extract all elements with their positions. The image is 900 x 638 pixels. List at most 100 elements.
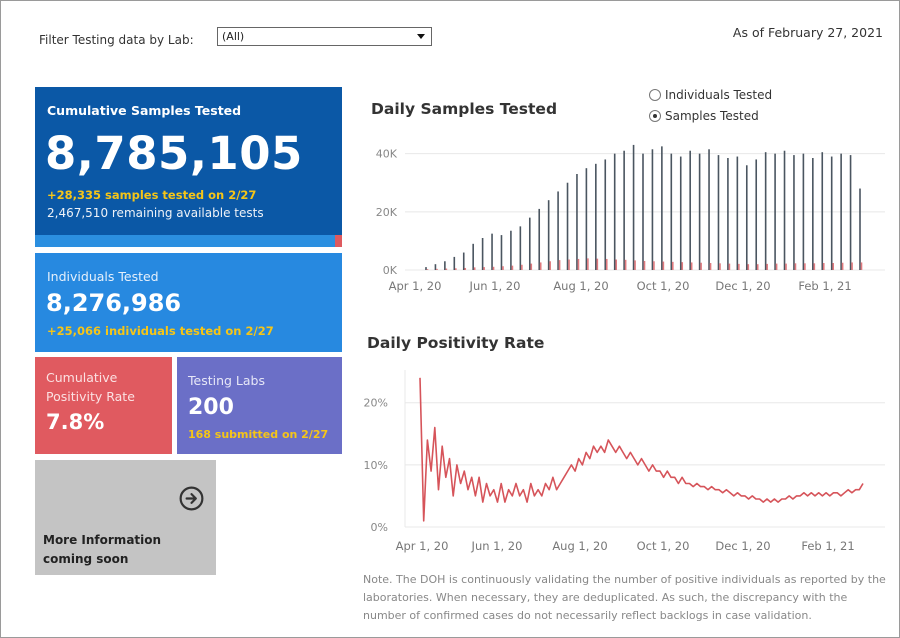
bar-positive — [719, 263, 721, 270]
bar-positive — [766, 263, 768, 270]
bar-samples — [859, 188, 861, 270]
bar-positive — [615, 259, 617, 270]
more-information-card[interactable]: More Information coming soon — [35, 460, 216, 575]
bar-samples — [840, 153, 842, 270]
bar-samples — [434, 264, 437, 270]
bar-positive — [785, 263, 787, 270]
bar-samples — [774, 153, 776, 270]
bar-positive — [662, 261, 665, 270]
filter-label: Filter Testing data by Lab: — [39, 33, 194, 47]
bar-samples — [727, 158, 729, 270]
bar-samples — [708, 149, 710, 270]
cumulative-samples-value: 8,785,105 — [45, 127, 303, 180]
bar-samples — [689, 150, 691, 270]
testing-labs-card: Testing Labs 200 168 submitted on 2/27 — [177, 357, 342, 454]
radio-button-selected[interactable] — [649, 109, 661, 122]
radio-individuals-tested[interactable]: Individuals Tested — [649, 84, 772, 105]
radio-label: Samples Tested — [665, 108, 759, 123]
bar-samples — [500, 235, 503, 270]
bar-samples — [632, 144, 635, 270]
bar-positive — [558, 260, 561, 270]
positivity-rate-title: Cumulative Positivity Rate — [46, 370, 135, 404]
bar-positive — [549, 261, 551, 270]
bar-samples — [453, 256, 456, 270]
bar-positive — [851, 262, 853, 270]
bar-positive — [756, 264, 759, 270]
x-tick-label: Aug 1, 20 — [553, 279, 608, 293]
testing-labs-title: Testing Labs — [188, 373, 265, 388]
bar-positive — [502, 266, 504, 270]
bar-samples — [604, 159, 607, 270]
positivity-rate-card: Cumulative Positivity Rate 7.8% — [35, 357, 172, 454]
bar-positive — [822, 263, 825, 270]
bar-positive — [690, 262, 693, 270]
tests-remaining-fill — [334, 235, 342, 247]
bar-positive — [653, 261, 655, 270]
testing-labs-value: 200 — [188, 395, 234, 420]
lab-filter-dropdown[interactable]: (All) — [217, 27, 432, 46]
bar-positive — [681, 262, 684, 270]
bar-positive — [794, 263, 797, 270]
bar-positive — [426, 269, 429, 270]
as-of-date: As of February 27, 2021 — [732, 25, 883, 40]
bar-samples — [613, 153, 616, 270]
bar-samples — [830, 156, 833, 270]
x-tick-label: Apr 1, 20 — [396, 539, 449, 553]
radio-samples-tested[interactable]: Samples Tested — [649, 105, 772, 126]
individuals-tested-value: 8,276,986 — [46, 289, 182, 317]
bar-samples — [764, 152, 767, 270]
validation-note: Note. The DOH is continuously validating… — [363, 573, 886, 622]
metric-toggle[interactable]: Individuals Tested Samples Tested — [649, 84, 772, 126]
bar-positive — [813, 263, 816, 270]
radio-button[interactable] — [649, 88, 661, 101]
x-tick-label: Jun 1, 20 — [469, 279, 521, 293]
bar-samples — [642, 153, 644, 270]
chevron-down-icon[interactable] — [417, 34, 425, 39]
bar-positive — [492, 266, 495, 270]
x-tick-label: Oct 1, 20 — [637, 539, 690, 553]
bar-positive — [596, 258, 599, 270]
lab-filter-value: (All) — [222, 30, 245, 43]
arrow-right-circle-icon[interactable] — [179, 486, 204, 511]
bar-samples — [510, 230, 512, 270]
bar-positive — [700, 262, 702, 270]
bar-positive — [455, 268, 457, 270]
y-tick-label: 20% — [364, 397, 388, 410]
x-tick-label: Apr 1, 20 — [389, 279, 442, 293]
bar-positive — [464, 267, 467, 270]
bar-samples — [812, 158, 814, 270]
bar-samples — [802, 153, 805, 270]
bar-positive — [539, 262, 542, 270]
x-tick-label: Jun 1, 20 — [471, 539, 523, 553]
x-tick-label: Dec 1, 20 — [715, 279, 770, 293]
bar-positive — [511, 265, 514, 270]
bar-positive — [832, 263, 834, 270]
bar-positive — [605, 258, 608, 270]
bar-samples — [849, 155, 852, 270]
bar-positive — [530, 263, 533, 270]
daily-samples-chart: 0K 20K 40K Apr 1, 20 Jun 1, 20 Aug 1, 20 Oct 1… — [376, 144, 885, 293]
bar-samples — [491, 233, 493, 270]
testing-labs-submitted: 168 submitted on 2/27 — [188, 428, 329, 441]
bar-samples — [661, 146, 663, 270]
bar-samples — [528, 217, 531, 270]
bar-samples — [425, 267, 427, 270]
bar-samples — [745, 165, 748, 270]
bar-positive — [634, 260, 636, 270]
bar-samples — [679, 156, 682, 270]
bar-samples — [557, 191, 559, 270]
bar-samples — [566, 182, 569, 270]
bar-positive — [643, 260, 646, 270]
bar-positive — [521, 264, 523, 270]
bar-samples — [651, 149, 654, 270]
bar-positive — [577, 258, 580, 270]
bar-samples — [755, 159, 758, 270]
bar-positive — [436, 268, 438, 270]
y-tick-label: 20K — [376, 206, 398, 219]
cumulative-samples-card: Cumulative Samples Tested 8,785,105 +28,… — [35, 87, 342, 247]
bar-samples — [444, 261, 446, 270]
bar-positive — [709, 263, 712, 270]
radio-label: Individuals Tested — [665, 87, 773, 102]
bar-positive — [804, 263, 806, 270]
x-tick-label: Feb 1, 21 — [798, 279, 851, 293]
